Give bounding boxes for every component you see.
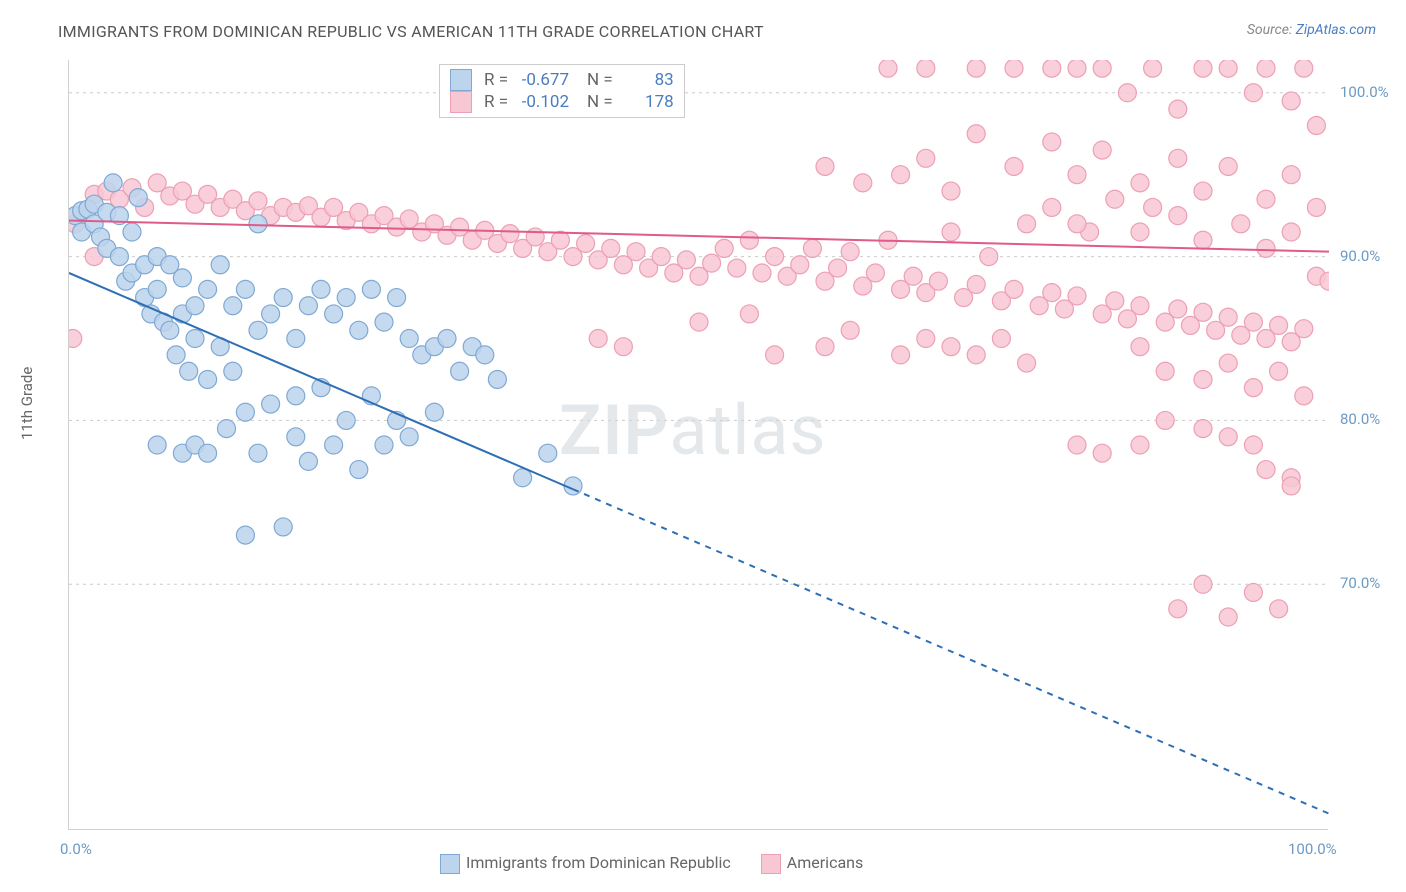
page-title: IMMIGRANTS FROM DOMINICAN REPUBLIC VS AM…: [58, 22, 764, 41]
legend-item: Americans: [761, 853, 863, 874]
stats-row: R =-0.677N =83: [450, 69, 674, 91]
y-tick-label: 70.0%: [1340, 574, 1380, 592]
x-tick-label: 0.0%: [60, 840, 92, 858]
source-label: Source:: [1247, 22, 1292, 38]
chart-plot-area: ZIPatlas R =-0.677N =83R =-0.102N =178: [68, 60, 1328, 830]
chart-svg: [69, 60, 1329, 830]
y-tick-label: 100.0%: [1340, 83, 1389, 101]
legend-bottom: Immigrants from Dominican Republic Americ…: [440, 853, 863, 874]
stats-legend-box: R =-0.677N =83R =-0.102N =178: [439, 64, 685, 118]
source-credit: Source: ZipAtlas.com: [1247, 22, 1376, 38]
legend-item: Immigrants from Dominican Republic: [440, 853, 731, 874]
stats-row: R =-0.102N =178: [450, 91, 674, 113]
y-axis-label: 11th Grade: [18, 367, 36, 440]
y-tick-label: 80.0%: [1340, 410, 1380, 428]
source-link[interactable]: ZipAtlas.com: [1296, 22, 1376, 38]
x-tick-label: 100.0%: [1288, 840, 1337, 858]
y-tick-label: 90.0%: [1340, 247, 1380, 265]
